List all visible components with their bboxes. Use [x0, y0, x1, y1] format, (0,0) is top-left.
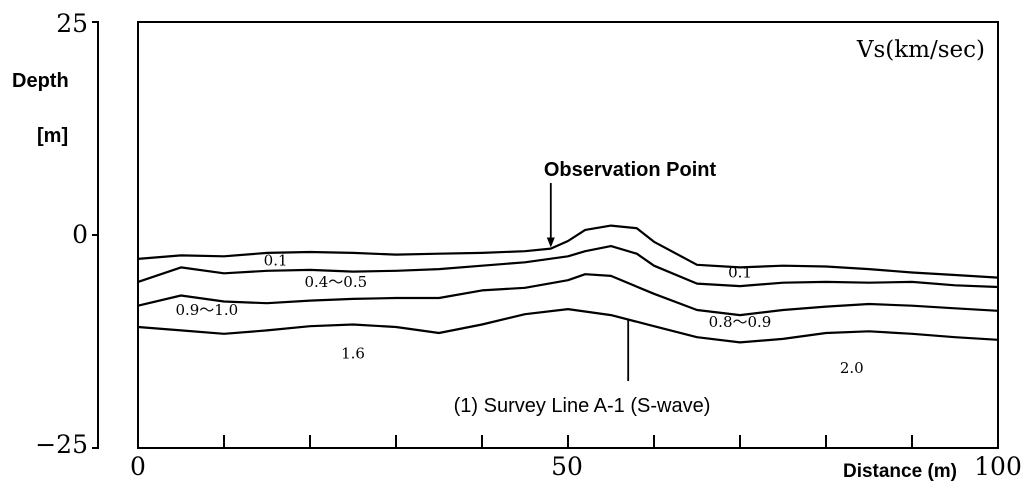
y-axis-label-depth: Depth [12, 70, 69, 92]
x-axis-label: Distance (m) [843, 461, 957, 482]
layer-label-1: 0.4〜0.5 [304, 273, 367, 291]
layer-boundary-line-1 [137, 224, 999, 279]
survey-line-label: (1) Survey Line A-1 (S-wave) [454, 395, 711, 417]
layer-boundary-line-3 [137, 273, 999, 317]
y-tick-label-bottom: −25 [35, 430, 88, 459]
x-tick-label-0: 0 [130, 452, 146, 481]
layer-label-6: 2.0 [840, 359, 864, 377]
layer-boundary-line-4 [137, 308, 999, 344]
x-tick-label-100: 100 [974, 452, 1022, 481]
layer-boundary-line-2 [137, 245, 999, 289]
plot-frame [137, 21, 999, 449]
x-tick-label-50: 50 [551, 452, 583, 481]
layer-label-5: 0.8〜0.9 [709, 313, 772, 331]
y-axis-label-unit: [m] [37, 125, 68, 147]
unit-label: Vs(km/sec) [856, 37, 985, 63]
y-tick-label-top: 25 [56, 9, 88, 38]
observation-point-arrow-head [546, 237, 555, 248]
layer-label-4: 0.1 [728, 264, 752, 282]
layer-label-2: 0.9〜1.0 [175, 301, 238, 319]
y-tick-label-middle: 0 [72, 220, 88, 249]
observation-point-label: Observation Point [544, 159, 717, 181]
layer-label-0: 0.1 [264, 252, 288, 270]
layer-label-3: 1.6 [341, 345, 365, 363]
